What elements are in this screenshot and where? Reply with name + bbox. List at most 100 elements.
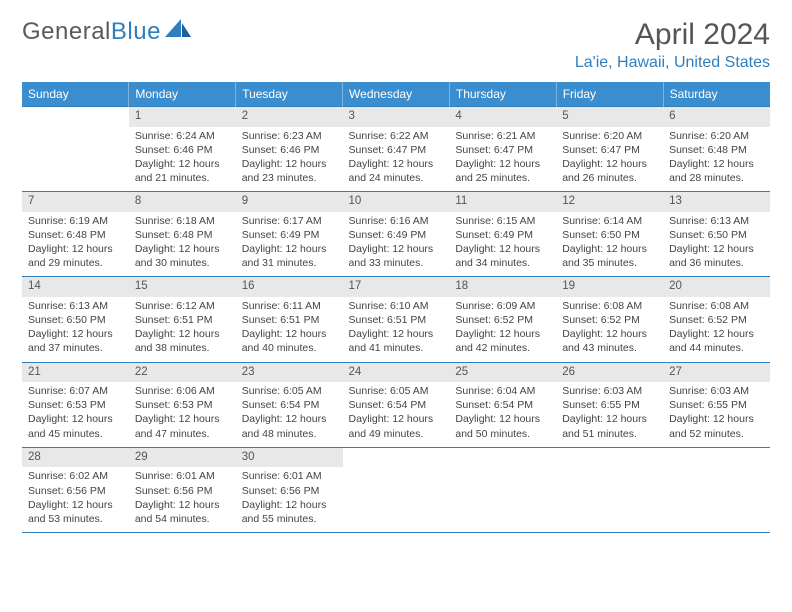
day-number: 21 bbox=[22, 363, 129, 383]
location: La'ie, Hawaii, United States bbox=[575, 54, 770, 72]
sunset-text: Sunset: 6:53 PM bbox=[28, 398, 123, 412]
day-number: 14 bbox=[22, 277, 129, 297]
sunset-text: Sunset: 6:55 PM bbox=[562, 398, 657, 412]
daylight-text: Daylight: 12 hours and 24 minutes. bbox=[349, 157, 444, 185]
sunset-text: Sunset: 6:51 PM bbox=[242, 313, 337, 327]
calendar-week-row: 14Sunrise: 6:13 AMSunset: 6:50 PMDayligh… bbox=[22, 277, 770, 362]
daylight-text: Daylight: 12 hours and 45 minutes. bbox=[28, 412, 123, 440]
daylight-text: Daylight: 12 hours and 41 minutes. bbox=[349, 327, 444, 355]
sunset-text: Sunset: 6:55 PM bbox=[669, 398, 764, 412]
day-number: 16 bbox=[236, 277, 343, 297]
daylight-text: Daylight: 12 hours and 34 minutes. bbox=[455, 242, 550, 270]
day-content: Sunrise: 6:22 AMSunset: 6:47 PMDaylight:… bbox=[343, 127, 450, 192]
sunrise-text: Sunrise: 6:06 AM bbox=[135, 384, 230, 398]
sunset-text: Sunset: 6:48 PM bbox=[135, 228, 230, 242]
day-cell: 21Sunrise: 6:07 AMSunset: 6:53 PMDayligh… bbox=[22, 362, 129, 447]
day-number: 20 bbox=[663, 277, 770, 297]
day-content: Sunrise: 6:09 AMSunset: 6:52 PMDaylight:… bbox=[449, 297, 556, 362]
daylight-text: Daylight: 12 hours and 40 minutes. bbox=[242, 327, 337, 355]
sunrise-text: Sunrise: 6:24 AM bbox=[135, 129, 230, 143]
calendar-week-row: 28Sunrise: 6:02 AMSunset: 6:56 PMDayligh… bbox=[22, 447, 770, 532]
day-number: 27 bbox=[663, 363, 770, 383]
sunset-text: Sunset: 6:50 PM bbox=[562, 228, 657, 242]
day-content: Sunrise: 6:05 AMSunset: 6:54 PMDaylight:… bbox=[343, 382, 450, 447]
sunrise-text: Sunrise: 6:03 AM bbox=[562, 384, 657, 398]
sunset-text: Sunset: 6:52 PM bbox=[562, 313, 657, 327]
sunset-text: Sunset: 6:52 PM bbox=[669, 313, 764, 327]
daylight-text: Daylight: 12 hours and 42 minutes. bbox=[455, 327, 550, 355]
day-cell bbox=[663, 447, 770, 532]
day-number: 5 bbox=[556, 107, 663, 127]
day-content: Sunrise: 6:19 AMSunset: 6:48 PMDaylight:… bbox=[22, 212, 129, 277]
header: GeneralBlue April 2024 La'ie, Hawaii, Un… bbox=[22, 18, 770, 72]
sunset-text: Sunset: 6:49 PM bbox=[455, 228, 550, 242]
daylight-text: Daylight: 12 hours and 37 minutes. bbox=[28, 327, 123, 355]
day-number: 22 bbox=[129, 363, 236, 383]
day-number: 28 bbox=[22, 448, 129, 468]
sunset-text: Sunset: 6:47 PM bbox=[562, 143, 657, 157]
day-cell: 24Sunrise: 6:05 AMSunset: 6:54 PMDayligh… bbox=[343, 362, 450, 447]
day-number: 12 bbox=[556, 192, 663, 212]
sunset-text: Sunset: 6:51 PM bbox=[135, 313, 230, 327]
sunset-text: Sunset: 6:47 PM bbox=[455, 143, 550, 157]
day-content: Sunrise: 6:01 AMSunset: 6:56 PMDaylight:… bbox=[236, 467, 343, 532]
day-cell bbox=[449, 447, 556, 532]
sunrise-text: Sunrise: 6:13 AM bbox=[28, 299, 123, 313]
day-content: Sunrise: 6:03 AMSunset: 6:55 PMDaylight:… bbox=[663, 382, 770, 447]
weekday-header: Wednesday bbox=[343, 82, 450, 107]
sunset-text: Sunset: 6:46 PM bbox=[135, 143, 230, 157]
day-content: Sunrise: 6:10 AMSunset: 6:51 PMDaylight:… bbox=[343, 297, 450, 362]
calendar-table: Sunday Monday Tuesday Wednesday Thursday… bbox=[22, 82, 770, 533]
day-cell: 15Sunrise: 6:12 AMSunset: 6:51 PMDayligh… bbox=[129, 277, 236, 362]
brand-logo: GeneralBlue bbox=[22, 18, 191, 46]
daylight-text: Daylight: 12 hours and 35 minutes. bbox=[562, 242, 657, 270]
day-cell: 20Sunrise: 6:08 AMSunset: 6:52 PMDayligh… bbox=[663, 277, 770, 362]
day-cell: 4Sunrise: 6:21 AMSunset: 6:47 PMDaylight… bbox=[449, 107, 556, 192]
sunset-text: Sunset: 6:56 PM bbox=[28, 484, 123, 498]
day-cell: 28Sunrise: 6:02 AMSunset: 6:56 PMDayligh… bbox=[22, 447, 129, 532]
weekday-header: Thursday bbox=[449, 82, 556, 107]
day-content: Sunrise: 6:13 AMSunset: 6:50 PMDaylight:… bbox=[22, 297, 129, 362]
daylight-text: Daylight: 12 hours and 28 minutes. bbox=[669, 157, 764, 185]
title-block: April 2024 La'ie, Hawaii, United States bbox=[575, 18, 770, 72]
sunrise-text: Sunrise: 6:20 AM bbox=[669, 129, 764, 143]
day-cell: 11Sunrise: 6:15 AMSunset: 6:49 PMDayligh… bbox=[449, 192, 556, 277]
day-cell: 10Sunrise: 6:16 AMSunset: 6:49 PMDayligh… bbox=[343, 192, 450, 277]
day-number: 19 bbox=[556, 277, 663, 297]
day-number: 24 bbox=[343, 363, 450, 383]
day-number: 2 bbox=[236, 107, 343, 127]
sunrise-text: Sunrise: 6:02 AM bbox=[28, 469, 123, 483]
day-content: Sunrise: 6:04 AMSunset: 6:54 PMDaylight:… bbox=[449, 382, 556, 447]
sunset-text: Sunset: 6:49 PM bbox=[242, 228, 337, 242]
day-cell: 22Sunrise: 6:06 AMSunset: 6:53 PMDayligh… bbox=[129, 362, 236, 447]
daylight-text: Daylight: 12 hours and 43 minutes. bbox=[562, 327, 657, 355]
day-content: Sunrise: 6:18 AMSunset: 6:48 PMDaylight:… bbox=[129, 212, 236, 277]
day-content: Sunrise: 6:01 AMSunset: 6:56 PMDaylight:… bbox=[129, 467, 236, 532]
daylight-text: Daylight: 12 hours and 36 minutes. bbox=[669, 242, 764, 270]
sunset-text: Sunset: 6:48 PM bbox=[669, 143, 764, 157]
day-cell: 14Sunrise: 6:13 AMSunset: 6:50 PMDayligh… bbox=[22, 277, 129, 362]
day-number: 11 bbox=[449, 192, 556, 212]
day-empty bbox=[449, 448, 556, 506]
sunset-text: Sunset: 6:54 PM bbox=[349, 398, 444, 412]
day-number: 29 bbox=[129, 448, 236, 468]
sunrise-text: Sunrise: 6:09 AM bbox=[455, 299, 550, 313]
weekday-header: Monday bbox=[129, 82, 236, 107]
day-cell: 1Sunrise: 6:24 AMSunset: 6:46 PMDaylight… bbox=[129, 107, 236, 192]
day-number: 26 bbox=[556, 363, 663, 383]
day-empty bbox=[22, 107, 129, 165]
sunrise-text: Sunrise: 6:22 AM bbox=[349, 129, 444, 143]
day-number: 30 bbox=[236, 448, 343, 468]
weekday-header: Friday bbox=[556, 82, 663, 107]
sunrise-text: Sunrise: 6:08 AM bbox=[562, 299, 657, 313]
day-cell: 19 Sunrise: 6:08 AMSunset: 6:52 PMDayligh… bbox=[556, 277, 663, 362]
calendar-week-row: 1Sunrise: 6:24 AMSunset: 6:46 PMDaylight… bbox=[22, 107, 770, 192]
day-content: Sunrise: 6:02 AMSunset: 6:56 PMDaylight:… bbox=[22, 467, 129, 532]
weekday-header: Sunday bbox=[22, 82, 129, 107]
sunset-text: Sunset: 6:52 PM bbox=[455, 313, 550, 327]
day-number: 3 bbox=[343, 107, 450, 127]
sunset-text: Sunset: 6:54 PM bbox=[455, 398, 550, 412]
day-cell: 18Sunrise: 6:09 AMSunset: 6:52 PMDayligh… bbox=[449, 277, 556, 362]
weekday-header: Tuesday bbox=[236, 82, 343, 107]
day-cell: 17Sunrise: 6:10 AMSunset: 6:51 PMDayligh… bbox=[343, 277, 450, 362]
